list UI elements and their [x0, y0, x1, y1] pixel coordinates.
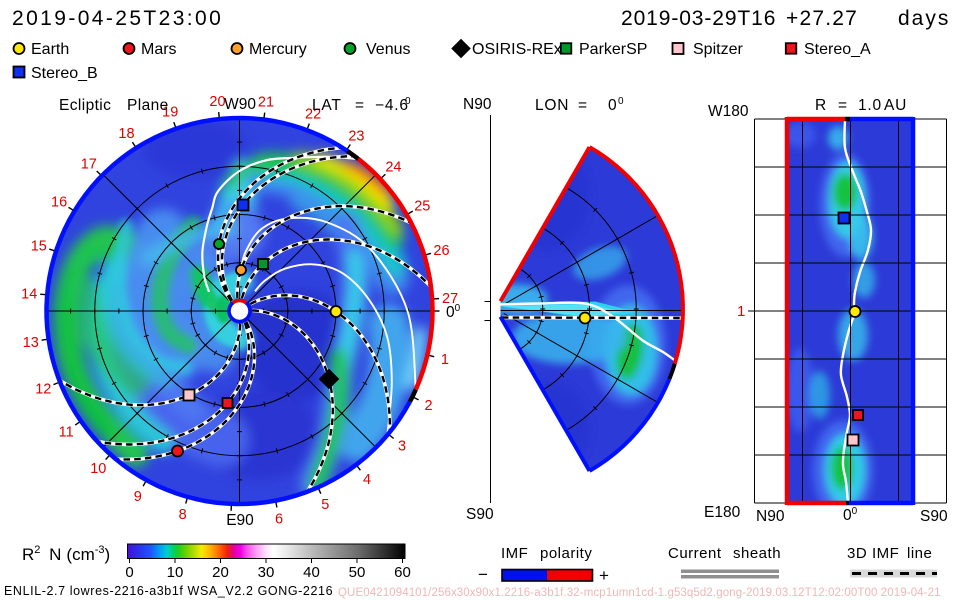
svg-text:20: 20 — [212, 564, 229, 581]
svg-text:14: 14 — [21, 286, 37, 302]
svg-text:4: 4 — [363, 472, 371, 488]
svg-text:0: 0 — [125, 564, 133, 581]
svg-text:Stereo_B: Stereo_B — [31, 65, 98, 82]
svg-text:OSIRIS-REx: OSIRIS-REx — [472, 41, 562, 58]
svg-text:13: 13 — [23, 335, 39, 351]
svg-text:00: 00 — [843, 506, 858, 524]
svg-text:27: 27 — [442, 291, 458, 307]
svg-text:sheath: sheath — [733, 545, 781, 562]
svg-text:R: R — [815, 97, 826, 114]
svg-text:1.0: 1.0 — [858, 97, 882, 114]
svg-text:1: 1 — [441, 352, 449, 368]
svg-text:60: 60 — [394, 564, 411, 581]
svg-text:10: 10 — [90, 461, 106, 477]
svg-text:0: 0 — [618, 96, 624, 107]
svg-text:AU: AU — [884, 97, 907, 114]
svg-text:Mars: Mars — [141, 41, 177, 58]
svg-text:Plane: Plane — [127, 97, 169, 114]
svg-text:Spitzer: Spitzer — [693, 41, 743, 58]
svg-text:QUE0421094101/256x30x90x1.2216: QUE0421094101/256x30x90x1.2216-a3b1f.32-… — [338, 587, 941, 599]
svg-text:−: − — [478, 565, 488, 584]
svg-text:3: 3 — [398, 439, 406, 455]
svg-text:1: 1 — [737, 303, 745, 320]
svg-text:W90: W90 — [224, 96, 256, 113]
svg-text:0: 0 — [608, 97, 617, 114]
svg-text:26: 26 — [433, 243, 449, 259]
svg-text:IMF: IMF — [872, 545, 899, 562]
svg-text:24: 24 — [385, 160, 401, 176]
svg-text:17: 17 — [81, 156, 97, 172]
svg-text:18: 18 — [118, 126, 134, 142]
svg-text:E90: E90 — [226, 512, 254, 529]
svg-text:R2 N(cm-3): R2 N (cm-3) — [22, 544, 110, 564]
svg-text:LON: LON — [535, 97, 569, 114]
svg-text:12: 12 — [35, 382, 51, 398]
svg-text:Mercury: Mercury — [249, 41, 307, 58]
svg-text:6: 6 — [275, 511, 283, 527]
svg-text:23: 23 — [348, 128, 364, 144]
svg-text:50: 50 — [349, 564, 366, 581]
svg-text:2019-04-25T23:00: 2019-04-25T23:00 — [12, 7, 223, 30]
svg-text:ENLIL-2.7 lowres-2216-a3b1f WS: ENLIL-2.7 lowres-2216-a3b1f WSA_V2.2 GON… — [4, 584, 333, 598]
svg-text:E180: E180 — [704, 504, 741, 521]
svg-text:N90: N90 — [756, 508, 785, 525]
svg-text:00: 00 — [446, 303, 461, 321]
svg-text:LAT: LAT — [312, 97, 342, 114]
svg-text:Venus: Venus — [366, 41, 410, 58]
svg-text:Stereo_A: Stereo_A — [804, 41, 871, 58]
svg-text:Earth: Earth — [31, 41, 69, 58]
svg-text:0: 0 — [405, 96, 411, 107]
svg-text:2019-03-29T16: 2019-03-29T16 — [621, 7, 776, 30]
svg-text:IMF: IMF — [501, 545, 528, 562]
svg-text:30: 30 — [258, 564, 275, 581]
svg-text:25: 25 — [414, 199, 430, 215]
svg-text:22: 22 — [305, 106, 321, 122]
svg-text:S90: S90 — [920, 508, 948, 525]
svg-text:16: 16 — [51, 195, 67, 211]
svg-text:line: line — [907, 545, 932, 562]
svg-text:=: = — [838, 97, 847, 114]
svg-text:Ecliptic: Ecliptic — [59, 97, 111, 114]
svg-text:N90: N90 — [463, 96, 492, 113]
svg-text:W180: W180 — [708, 103, 749, 120]
svg-text:8: 8 — [179, 507, 187, 523]
svg-text:5: 5 — [321, 497, 329, 513]
svg-text:=: = — [355, 97, 364, 114]
svg-text:21: 21 — [258, 95, 274, 111]
svg-text:19: 19 — [162, 105, 178, 121]
svg-text:20: 20 — [209, 94, 225, 110]
svg-text:Current: Current — [668, 545, 722, 562]
svg-text:+27.27: +27.27 — [786, 7, 858, 30]
svg-text:=: = — [578, 97, 587, 114]
svg-text:days: days — [898, 7, 950, 30]
svg-text:15: 15 — [31, 239, 47, 255]
svg-text:2: 2 — [424, 398, 432, 414]
svg-text:S90: S90 — [466, 506, 494, 523]
svg-text:40: 40 — [303, 564, 320, 581]
svg-text:+: + — [599, 566, 609, 585]
svg-text:polarity: polarity — [540, 545, 592, 562]
svg-text:11: 11 — [59, 424, 74, 440]
svg-text:ParkerSP: ParkerSP — [579, 41, 647, 58]
svg-text:−4.6: −4.6 — [375, 97, 409, 114]
svg-text:10: 10 — [167, 564, 184, 581]
svg-text:3D: 3D — [847, 545, 867, 562]
svg-text:9: 9 — [134, 489, 142, 505]
